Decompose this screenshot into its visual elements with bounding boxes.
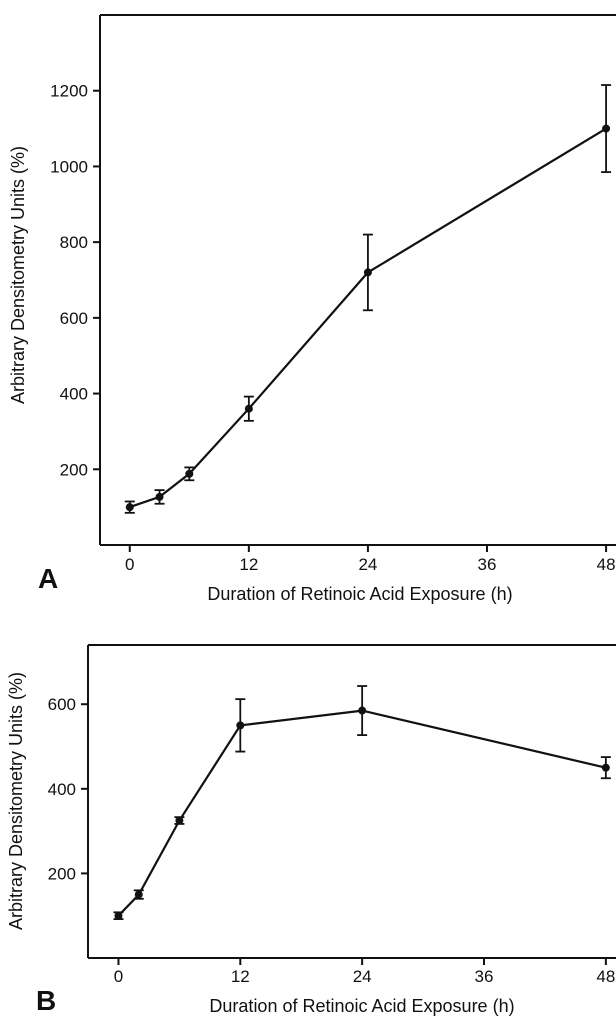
panel-b-series-line xyxy=(117,709,607,917)
panel-b-data-point xyxy=(114,911,123,920)
panel-b-x-tick-label: 24 xyxy=(353,967,372,986)
panel-a-x-tick-label: 36 xyxy=(478,555,497,574)
panel-b-data-point xyxy=(175,816,184,825)
panel-a-y-axis-title: Arbitrary Densitometry Units (%) xyxy=(8,146,28,404)
panel-b-data-point xyxy=(134,890,143,899)
panel-b-x-tick-label: 36 xyxy=(475,967,494,986)
panel-b-marks: 0 12 24 36 48 200 400 600 xyxy=(48,644,616,986)
panel-a-marks: 0 12 24 36 48 200 400 600 800 1000 1200 xyxy=(50,14,616,574)
panel-b-y-tick-label: 600 xyxy=(48,695,76,714)
panel-b-data-point xyxy=(236,721,245,730)
panel-a-x-tick-label: 24 xyxy=(358,555,377,574)
panel-a-data-point xyxy=(602,124,611,133)
panel-a: 0 12 24 36 48 200 400 600 800 1000 1200 A Duration… xyxy=(8,14,616,604)
panel-a-x-axis-title: Duration of Retinoic Acid Exposure (h) xyxy=(207,584,512,604)
panel-b-x-tick-label: 48 xyxy=(596,967,615,986)
panel-a-y-tick-label: 800 xyxy=(60,233,88,252)
panel-b-y-tick-label: 400 xyxy=(48,780,76,799)
panel-b-y-tick-label: 200 xyxy=(48,864,76,883)
panel-b-data-point xyxy=(601,763,610,772)
panel-a-x-tick-label: 0 xyxy=(125,555,134,574)
panel-a-series-line xyxy=(129,127,607,509)
panel-b-x-tick-label: 12 xyxy=(231,967,250,986)
panel-b-x-tick-label: 0 xyxy=(114,967,123,986)
panel-b-y-axis-title: Arbitrary Densitometry Units (%) xyxy=(6,672,26,930)
panel-a-y-tick-label: 200 xyxy=(60,460,88,479)
panel-a-y-tick-label: 600 xyxy=(60,309,88,328)
panel-a-y-tick-label: 1200 xyxy=(50,82,88,101)
panel-a-letter: A xyxy=(38,563,58,594)
panel-a-y-tick-label: 1000 xyxy=(50,157,88,176)
panel-a-data-point xyxy=(363,268,372,277)
panel-a-data-point xyxy=(185,469,194,478)
panel-a-y-tick-label: 400 xyxy=(60,385,88,404)
panel-a-x-tick-label: 12 xyxy=(239,555,258,574)
panel-b-data-point xyxy=(358,706,367,715)
panel-a-data-point xyxy=(244,404,253,413)
panel-a-data-point xyxy=(125,503,134,512)
panel-b: 0 12 24 36 48 200 400 600 B Duration of Retinoi… xyxy=(6,644,616,1016)
panel-b-letter: B xyxy=(36,985,56,1016)
panel-a-data-point xyxy=(155,492,164,501)
panel-b-x-axis-title: Duration of Retinoic Acid Exposure (h) xyxy=(209,996,514,1016)
panel-a-x-tick-label: 48 xyxy=(597,555,616,574)
